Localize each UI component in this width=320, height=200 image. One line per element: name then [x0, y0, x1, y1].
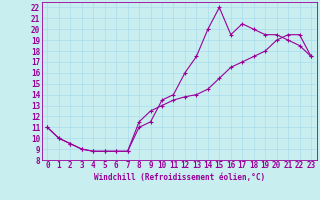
X-axis label: Windchill (Refroidissement éolien,°C): Windchill (Refroidissement éolien,°C)	[94, 173, 265, 182]
